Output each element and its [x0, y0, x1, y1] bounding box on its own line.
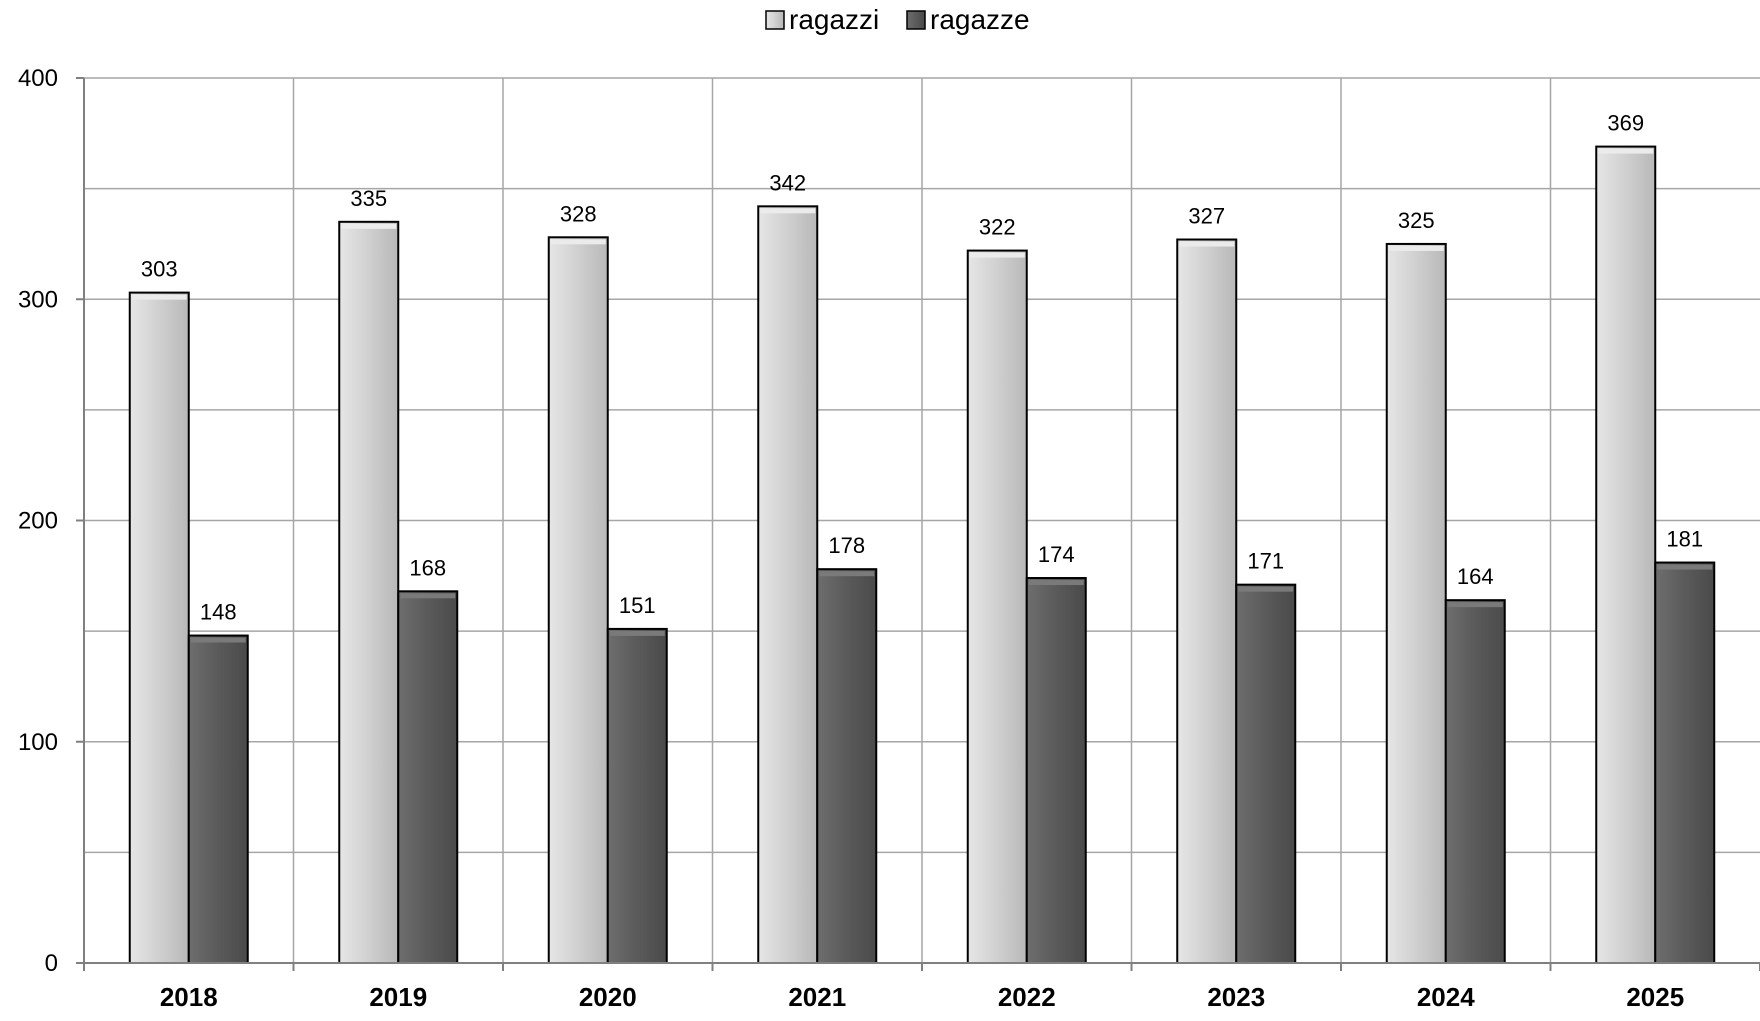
axes: 0 100 200 300 400 2018 2019 2020 2021 2022 2023 202… — [18, 65, 1760, 1012]
bar-bevel-ragazzi-2019 — [341, 223, 397, 229]
bar-bevel-ragazze-2018 — [190, 637, 246, 643]
bar-ragazze-2023 — [1235, 583, 1297, 964]
bar-ragazzi-2024 — [1385, 242, 1447, 964]
data-label-ragazzi-2025: 369 — [1607, 111, 1644, 136]
bar-bevel-ragazzi-2022 — [969, 252, 1025, 258]
x-tick-label: 2022 — [998, 982, 1056, 1012]
bar-bevel-ragazzi-2025 — [1598, 148, 1654, 154]
data-label-ragazze-2021: 178 — [828, 533, 865, 558]
x-tick-label: 2019 — [369, 982, 427, 1012]
gridlines — [84, 77, 1760, 963]
data-label-ragazze-2019: 168 — [409, 555, 446, 580]
y-tick-label: 200 — [18, 508, 58, 535]
bar-bevel-ragazze-2024 — [1447, 602, 1503, 608]
data-label-ragazzi-2019: 335 — [350, 186, 387, 211]
x-tick-label: 2018 — [160, 982, 218, 1012]
bar-bevel-ragazze-2019 — [400, 593, 456, 599]
bar-bevel-ragazze-2022 — [1028, 580, 1084, 586]
bar-ragazze-2021 — [816, 568, 878, 964]
data-label-ragazze-2024: 164 — [1457, 564, 1494, 589]
data-labels: 303 148 335 168 328 151 342 178 322 174 327 171 325 1… — [141, 111, 1703, 625]
data-label-ragazze-2025: 181 — [1666, 527, 1703, 552]
legend-label-ragazzi: ragazzi — [789, 4, 879, 35]
legend-swatch-ragazzi — [765, 10, 785, 30]
legend: ragazzi ragazze — [765, 4, 1030, 35]
data-label-ragazze-2020: 151 — [619, 593, 656, 618]
data-label-ragazze-2022: 174 — [1038, 542, 1075, 567]
data-label-ragazzi-2020: 328 — [560, 201, 597, 226]
y-tick-label: 300 — [18, 286, 58, 313]
bar-ragazzi-2022 — [966, 249, 1028, 964]
x-tick-label: 2023 — [1207, 982, 1265, 1012]
data-label-ragazze-2023: 171 — [1247, 549, 1284, 574]
data-label-ragazze-2018: 148 — [200, 600, 237, 625]
bar-ragazzi-2018 — [128, 291, 190, 964]
bar-ragazze-2020 — [606, 627, 668, 964]
data-label-ragazzi-2023: 327 — [1188, 204, 1225, 229]
legend-swatch-ragazze — [906, 10, 926, 30]
bar-ragazze-2025 — [1654, 561, 1716, 964]
data-label-ragazzi-2018: 303 — [141, 257, 178, 282]
data-label-ragazzi-2022: 322 — [979, 215, 1016, 240]
bar-bevel-ragazze-2023 — [1238, 586, 1294, 592]
bar-bevel-ragazze-2020 — [609, 630, 665, 636]
y-tick-label: 400 — [18, 65, 58, 92]
bar-ragazze-2018 — [187, 634, 249, 964]
bar-ragazze-2024 — [1444, 599, 1506, 965]
bar-ragazzi-2023 — [1176, 238, 1238, 964]
y-tick-label: 0 — [45, 950, 58, 977]
data-label-ragazzi-2021: 342 — [769, 170, 806, 195]
bar-ragazze-2022 — [1025, 577, 1087, 965]
x-tick-label: 2020 — [579, 982, 637, 1012]
data-label-ragazzi-2024: 325 — [1398, 208, 1435, 233]
bar-ragazzi-2019 — [338, 220, 400, 964]
x-tick-label: 2021 — [788, 982, 846, 1012]
bar-bevel-ragazze-2025 — [1657, 564, 1713, 570]
bar-bevel-ragazzi-2024 — [1388, 245, 1444, 251]
bar-ragazzi-2020 — [547, 236, 609, 965]
bar-bevel-ragazze-2021 — [819, 571, 875, 577]
legend-label-ragazze: ragazze — [930, 4, 1030, 35]
bar-ragazzi-2025 — [1595, 145, 1657, 964]
bar-ragazzi-2021 — [757, 205, 819, 964]
bar-bevel-ragazzi-2023 — [1179, 241, 1235, 247]
y-tick-label: 100 — [18, 729, 58, 756]
bar-bevel-ragazzi-2021 — [760, 208, 816, 214]
bar-bevel-ragazzi-2020 — [550, 239, 606, 245]
bar-bevel-ragazzi-2018 — [131, 294, 187, 300]
x-tick-label: 2025 — [1626, 982, 1684, 1012]
bars — [128, 145, 1716, 965]
x-tick-label: 2024 — [1417, 982, 1475, 1012]
bar-ragazze-2019 — [397, 590, 459, 964]
